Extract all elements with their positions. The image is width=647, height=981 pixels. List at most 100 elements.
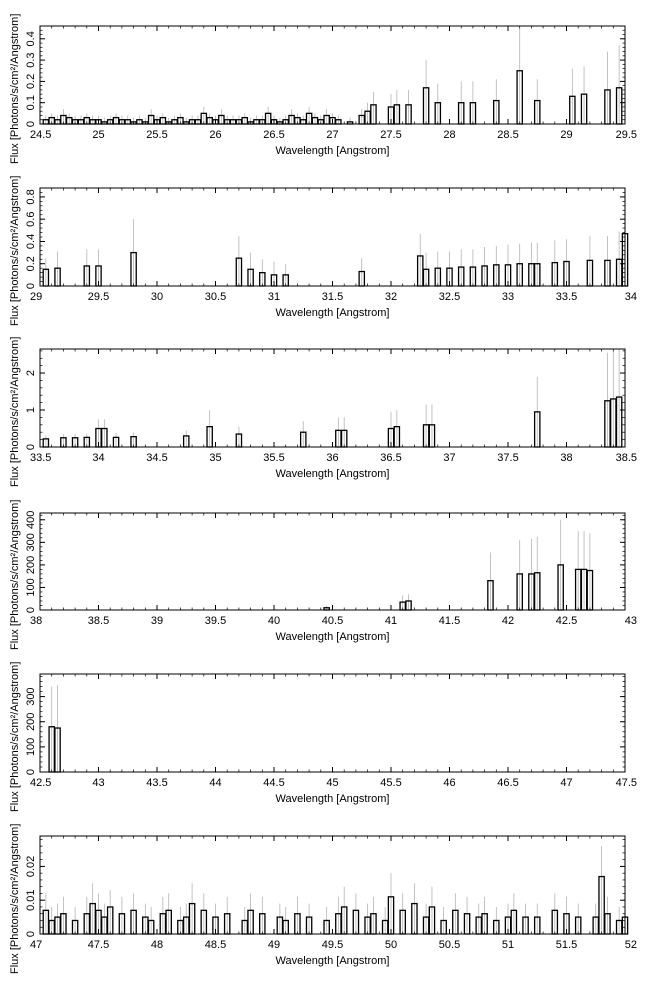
x-tick-label: 32.5: [439, 291, 460, 303]
x-tick-label: 51: [502, 939, 514, 951]
plot-frame: [39, 673, 626, 773]
y-axis-label: Flux [Photons/s/cm²/Angstrom]: [9, 824, 21, 974]
x-tick-label: 34: [92, 452, 104, 464]
y-tick-label: 0.01: [25, 889, 37, 910]
x-tick-label: 46.5: [497, 777, 518, 789]
x-tick-label: 40: [268, 615, 280, 627]
x-tick-label: 50.5: [439, 939, 460, 951]
y-tick-label: 2: [25, 370, 37, 376]
x-tick-label: 43: [92, 777, 104, 789]
y-tick-label: 0: [25, 607, 37, 613]
x-tick-label: 33.5: [556, 291, 577, 303]
x-tick-label: 36.5: [380, 452, 401, 464]
x-tick-label: 43.5: [146, 777, 167, 789]
spectrum-panel: 38 38.5 39 39.5 40 40.5 41 41.5 42 42.5 43 0 100 200 3…: [9, 500, 637, 650]
x-tick-label: 33: [502, 291, 514, 303]
x-tick-label: 46: [443, 777, 455, 789]
y-tick-label: 0: [25, 769, 37, 775]
x-tick-label: 47.5: [88, 939, 109, 951]
x-tick-label: 47.5: [616, 777, 637, 789]
x-tick-label: 33.5: [30, 452, 51, 464]
y-axis-label: Flux [Photons/s/cm²/Angstrom]: [9, 176, 21, 326]
y-tick-label: 200: [25, 713, 37, 731]
x-tick-label: 28: [443, 129, 455, 141]
x-tick-label: 48: [151, 939, 163, 951]
y-tick-label: 0: [25, 931, 37, 937]
spectrum-panel: 24.5 25 25.5 26 26.5 27 27.5 28 28.5 29 29.5 0 0.1 0.…: [9, 14, 637, 164]
x-tick-label: 42: [502, 615, 514, 627]
x-tick-label: 25.5: [146, 129, 167, 141]
x-tick-label: 39.5: [205, 615, 226, 627]
y-tick-label: 0: [25, 444, 37, 450]
x-tick-label: 41.5: [439, 615, 460, 627]
y-tick-label: 0.3: [25, 52, 37, 67]
x-tick-label: 47: [560, 777, 572, 789]
x-tick-label: 35: [209, 452, 221, 464]
x-tick-label: 30: [151, 291, 163, 303]
y-axis-label: Flux [Photons/s/cm²/Angstrom]: [9, 337, 21, 487]
x-axis-label: Wavelength [Angstrom]: [276, 468, 390, 480]
x-tick-label: 40.5: [322, 615, 343, 627]
y-tick-label: 200: [25, 556, 37, 574]
x-tick-label: 42.5: [556, 615, 577, 627]
x-tick-label: 47: [30, 939, 42, 951]
y-axis-label: Flux [Photons/s/cm²/Angstrom]: [9, 14, 21, 164]
y-tick-label: 0.4: [25, 31, 37, 46]
y-axis-label: Flux [Photons/s/cm²/Angstrom]: [9, 662, 21, 812]
x-tick-label: 37: [443, 452, 455, 464]
x-tick-label: 44.5: [263, 777, 284, 789]
x-tick-label: 50: [385, 939, 397, 951]
y-tick-label: 300: [25, 687, 37, 705]
x-tick-label: 29.5: [88, 291, 109, 303]
x-tick-label: 28.5: [497, 129, 518, 141]
y-tick-label: 0.4: [25, 234, 37, 249]
y-axis-label: Flux [Photons/s/cm²/Angstrom]: [9, 500, 21, 650]
x-tick-label: 27.5: [380, 129, 401, 141]
x-axis-label: Wavelength [Angstrom]: [276, 145, 390, 157]
x-tick-label: 44: [209, 777, 221, 789]
x-tick-label: 29: [30, 291, 42, 303]
x-tick-label: 34.5: [146, 452, 167, 464]
x-tick-label: 37.5: [497, 452, 518, 464]
x-tick-label: 36: [326, 452, 338, 464]
x-tick-label: 43: [625, 615, 637, 627]
x-tick-label: 45.5: [380, 777, 401, 789]
y-tick-label: 0: [25, 283, 37, 289]
y-tick-label: 0.1: [25, 95, 37, 110]
y-tick-label: 100: [25, 578, 37, 596]
x-axis-label: Wavelength [Angstrom]: [276, 793, 390, 805]
x-tick-label: 39: [151, 615, 163, 627]
x-tick-label: 38.5: [616, 452, 637, 464]
y-tick-label: 1: [25, 407, 37, 413]
x-tick-label: 29.5: [616, 129, 637, 141]
x-tick-label: 51.5: [556, 939, 577, 951]
x-tick-label: 49.5: [322, 939, 343, 951]
x-tick-label: 38.5: [88, 615, 109, 627]
y-tick-label: 0.2: [25, 74, 37, 89]
y-tick-label: 0.2: [25, 256, 37, 271]
spectrum-panel: 42.5 43 43.5 44 44.5 45 45.5 46 46.5 47 47.5 0 100 20…: [9, 662, 637, 812]
x-tick-label: 27: [326, 129, 338, 141]
y-tick-label: 0.8: [25, 189, 37, 204]
spectrum-panel: 29 29.5 30 30.5 31 31.5 32 32.5 33 33.5 34 0 0.2 0.4 0…: [9, 176, 637, 326]
x-tick-label: 34: [625, 291, 637, 303]
y-tick-label: 300: [25, 533, 37, 551]
x-tick-label: 31: [268, 291, 280, 303]
x-tick-label: 30.5: [205, 291, 226, 303]
y-tick-label: 0: [25, 121, 37, 127]
x-tick-label: 52: [625, 939, 637, 951]
x-tick-label: 25: [92, 129, 104, 141]
x-tick-label: 38: [560, 452, 572, 464]
x-axis-label: Wavelength [Angstrom]: [276, 631, 390, 643]
x-axis-label: Wavelength [Angstrom]: [276, 307, 390, 319]
y-tick-label: 0.02: [25, 856, 37, 877]
x-tick-label: 35.5: [263, 452, 284, 464]
y-tick-label: 100: [25, 738, 37, 756]
x-tick-label: 41: [385, 615, 397, 627]
x-tick-label: 38: [30, 615, 42, 627]
x-tick-label: 45: [326, 777, 338, 789]
spectrum-panel: 47 47.5 48 48.5 49 49.5 50 50.5 51 51.5 52 0 0.01 0.0…: [9, 824, 637, 974]
y-tick-label: 0.6: [25, 212, 37, 227]
x-tick-label: 32: [385, 291, 397, 303]
